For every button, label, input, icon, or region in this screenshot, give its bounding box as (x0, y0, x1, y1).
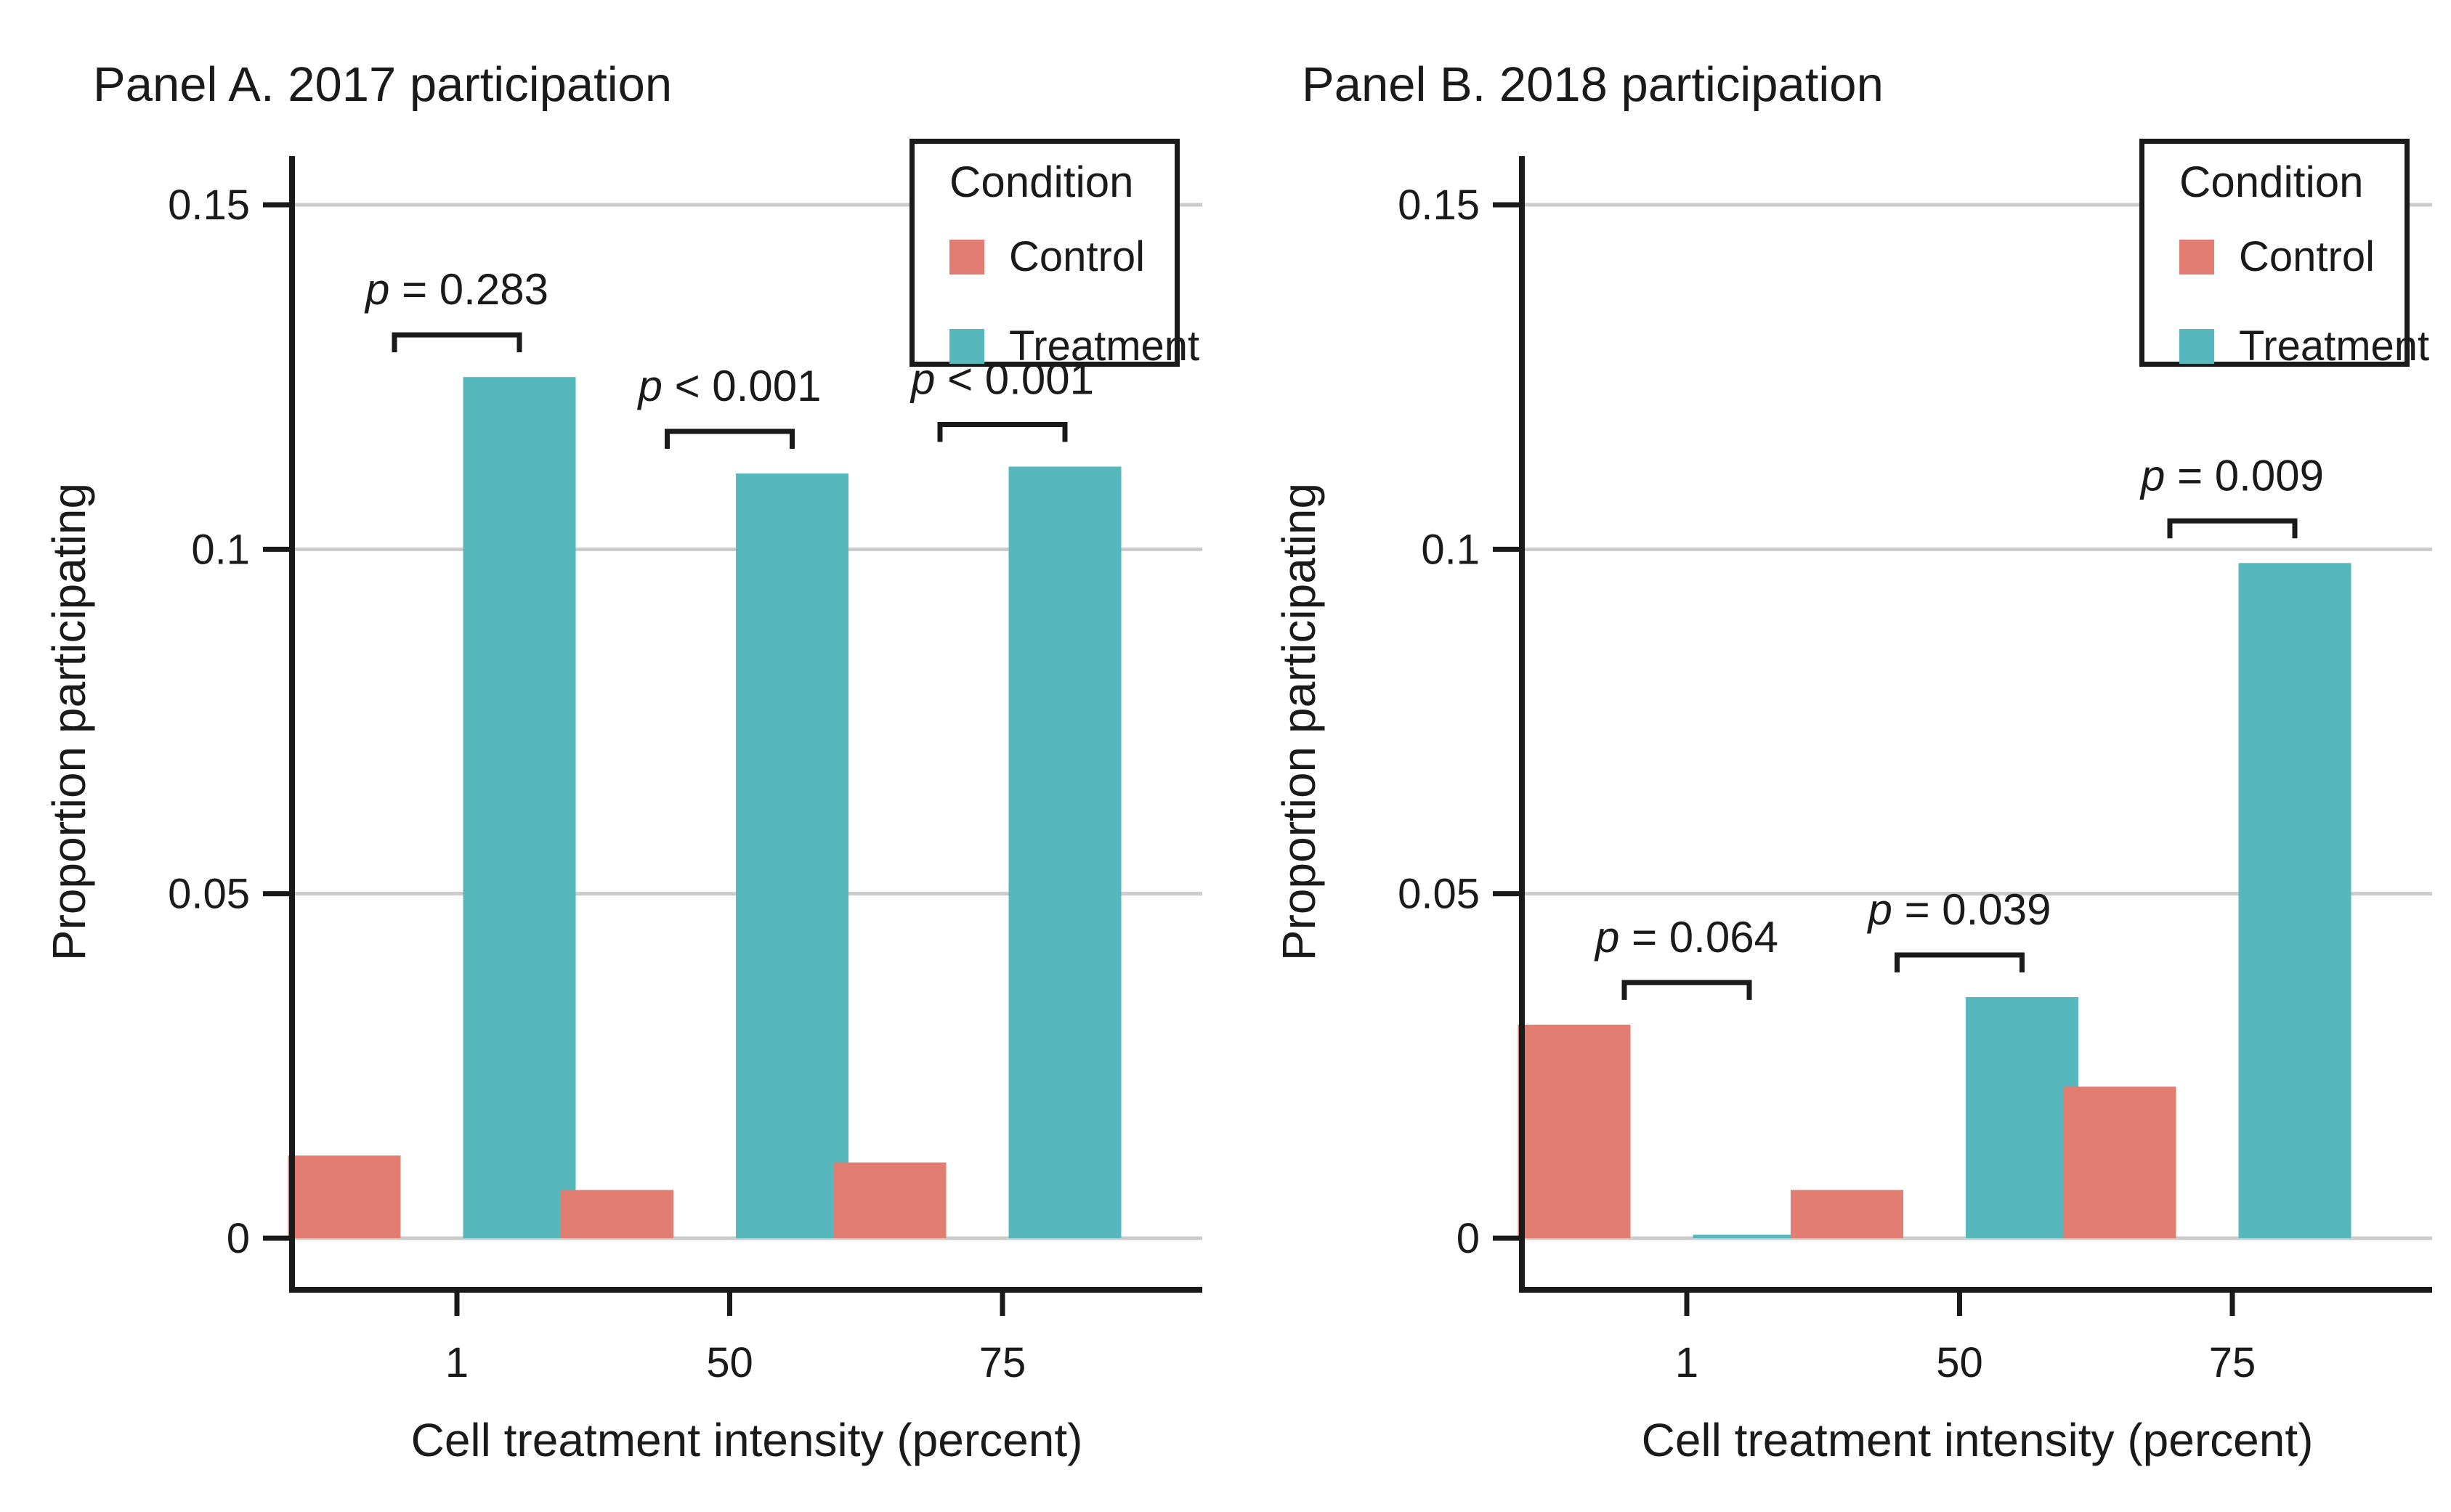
y-tick-label-b: 0 (1457, 1215, 1480, 1262)
treatment-swatch (949, 328, 984, 364)
x-tick-label-b-1: 1 (1675, 1339, 1698, 1386)
legend-item-treatment: Treatment (2179, 322, 2429, 370)
panel-a-x-axis-label: Cell treatment intensity (percent) (410, 1414, 1083, 1466)
y-tick-label-b: 0.1 (1421, 526, 1480, 573)
panel-a-legend: Condition Control Treatment (909, 139, 1199, 370)
legend-item-treatment: Treatment (949, 322, 1199, 370)
bar-treatment-a-75 (1008, 466, 1122, 1238)
p-value-label-a-1: p = 0.283 (364, 265, 548, 314)
bar-treatment-a-50 (736, 473, 848, 1238)
treatment-swatch (2179, 328, 2214, 364)
bar-control-b-75 (2063, 1086, 2176, 1238)
y-tick-label-a: 0.05 (168, 871, 250, 918)
bar-control-b-50 (1791, 1190, 1903, 1238)
legend-title: Condition (2179, 158, 2364, 206)
legend-item-control: Control (949, 232, 1175, 281)
bar-control-a-75 (833, 1162, 947, 1238)
x-tick-label-b-75: 75 (2209, 1339, 2256, 1386)
control-swatch (949, 239, 984, 275)
bar-control-a-50 (561, 1190, 673, 1238)
y-tick-label-b: 0.15 (1398, 182, 1480, 229)
significance-bracket-a-1 (392, 332, 522, 353)
control-swatch (2179, 239, 2214, 275)
bar-treatment-a-1 (463, 377, 576, 1238)
p-value-label-b-75: p = 0.009 (2139, 451, 2324, 500)
panel-b-legend: Condition Control Treatment (2139, 139, 2429, 370)
p-value-label-b-50: p = 0.039 (1867, 885, 2051, 934)
y-tick-label-a: 0 (227, 1215, 250, 1262)
panel-b-title: Panel B. 2018 participation (1302, 57, 1884, 112)
panel-b-x-axis-label: Cell treatment intensity (percent) (1641, 1414, 2314, 1466)
panel-b-y-axis-label: Proportion participating (1273, 482, 1325, 962)
legend-item-label: Control (1009, 233, 1145, 280)
y-tick-label-a: 0.1 (191, 526, 250, 573)
significance-bracket-a-75 (937, 421, 1068, 442)
bar-treatment-b-75 (2238, 563, 2351, 1238)
panel-a-title: Panel A. 2017 participation (93, 57, 673, 112)
y-tick-label-b: 0.05 (1398, 871, 1480, 918)
bar-control-a-1 (288, 1155, 401, 1238)
panel-a-y-axis-label: Proportion participating (43, 482, 95, 962)
legend-title: Condition (949, 158, 1134, 206)
significance-bracket-b-75 (2167, 518, 2298, 539)
x-tick-label-a-75: 75 (979, 1339, 1026, 1386)
significance-bracket-a-50 (665, 428, 795, 449)
x-tick-label-a-50: 50 (706, 1339, 753, 1386)
significance-bracket-b-1 (1621, 980, 1752, 1000)
p-value-label-a-50: p < 0.001 (637, 362, 822, 410)
significance-bracket-b-50 (1895, 952, 2025, 972)
legend-item-label: Treatment (2239, 322, 2430, 370)
bar-control-b-1 (1518, 1024, 1631, 1238)
legend-item-label: Treatment (1009, 322, 1200, 370)
bar-treatment-b-1 (1693, 1235, 1806, 1238)
bar-treatment-b-50 (1966, 996, 2078, 1238)
legend-item-control: Control (2179, 232, 2405, 281)
p-value-label-b-1: p = 0.064 (1594, 913, 1778, 962)
legend-item-label: Control (2239, 233, 2375, 280)
y-tick-label-a: 0.15 (168, 182, 250, 229)
x-tick-label-a-1: 1 (445, 1339, 469, 1386)
x-tick-label-b-50: 50 (1936, 1339, 1983, 1386)
